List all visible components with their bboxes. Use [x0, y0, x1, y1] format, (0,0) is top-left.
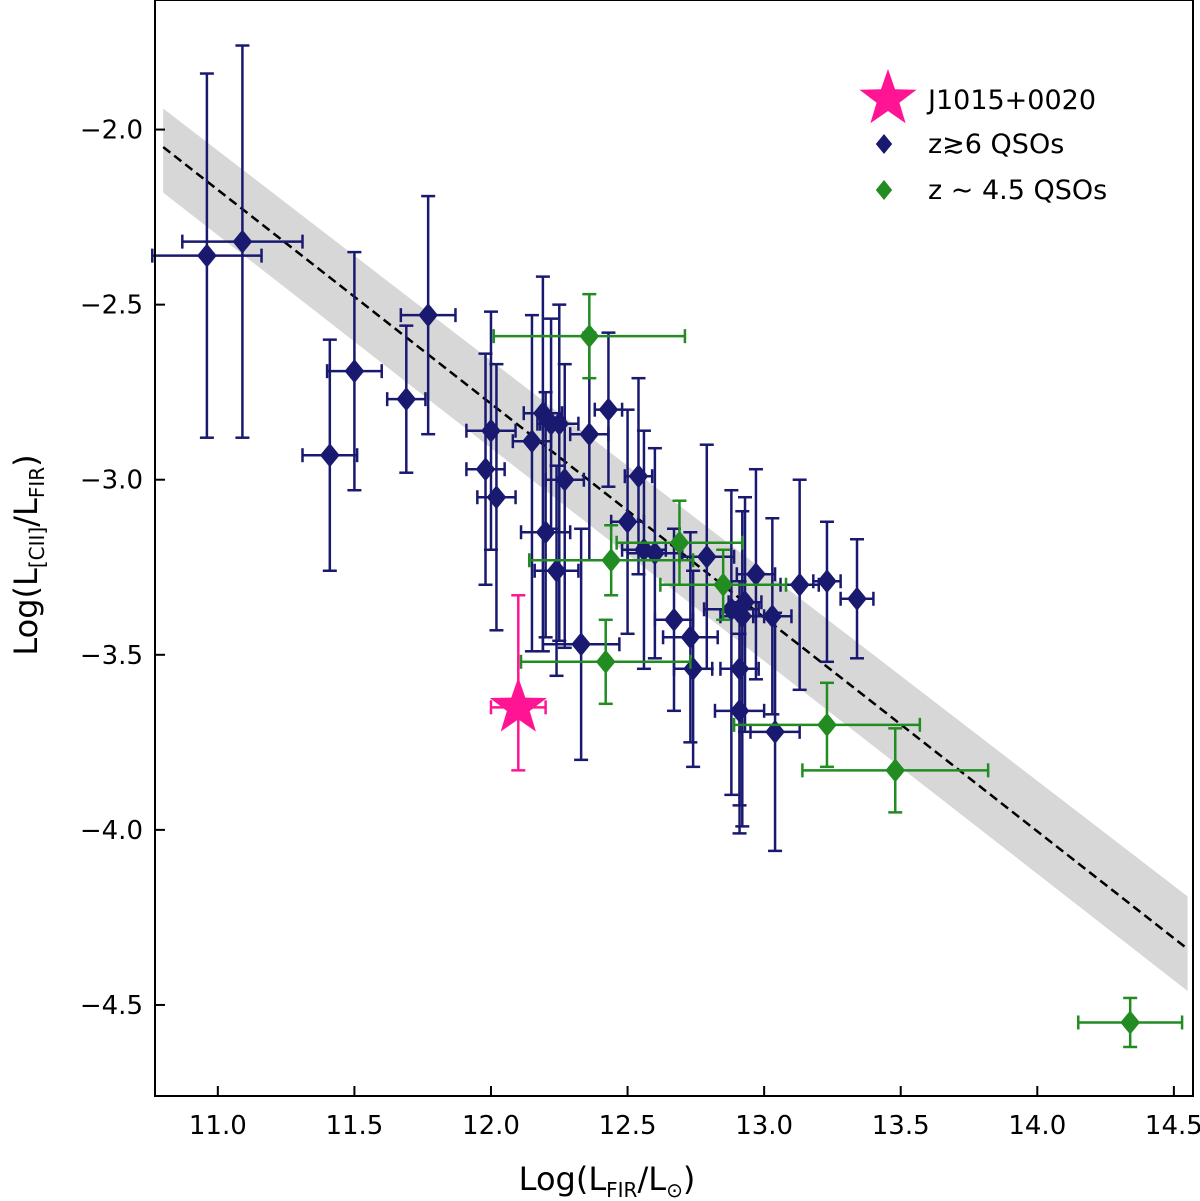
y-tick-label: −4.5	[80, 991, 143, 1021]
diamond-marker	[579, 422, 600, 447]
diamond-marker	[696, 544, 717, 569]
x-tick-label: 11.0	[189, 1111, 247, 1141]
data-point	[519, 390, 572, 639]
data-point	[385, 324, 427, 474]
diamond-marker	[664, 607, 684, 632]
data-points	[151, 44, 1184, 1049]
x-tick-label: 14.5	[1145, 1111, 1200, 1141]
diamond-marker	[735, 590, 755, 615]
diamond-marker	[680, 625, 701, 650]
diamond-marker	[535, 520, 556, 545]
diamond-marker	[522, 429, 542, 454]
legend-label-j1015: J1015+0020	[926, 85, 1096, 116]
data-point	[492, 292, 687, 380]
x-tick-label: 12.5	[599, 1111, 657, 1141]
data-point	[751, 516, 793, 716]
data-point	[544, 362, 586, 650]
plot-area	[151, 44, 1189, 1049]
data-point	[801, 727, 990, 814]
diamond-marker	[549, 411, 570, 436]
diamond-marker	[817, 569, 837, 594]
x-tick-label: 11.5	[325, 1111, 383, 1141]
data-point	[593, 331, 624, 488]
diamond-marker	[595, 649, 616, 674]
diamond-marker	[669, 530, 690, 555]
diamond-marker	[475, 457, 496, 482]
diamond-marker	[617, 509, 638, 534]
diamond-marker	[197, 243, 217, 268]
data-point	[151, 72, 263, 439]
legend: J1015+0020 z≳6 QSOs z ∼ 4.5 QSOs	[859, 69, 1107, 206]
data-point	[1077, 996, 1184, 1049]
diamond-marker	[847, 586, 867, 611]
y-axis-ticks: −2.0 −2.5 −3.0 −3.5 −4.0 −4.5	[80, 116, 165, 1021]
data-point	[779, 478, 821, 692]
data-point	[659, 548, 788, 622]
diamond-marker	[579, 324, 600, 349]
x-axis-title: Log(LFIR/L⊙)	[519, 1160, 696, 1201]
diamond-marker	[418, 303, 438, 328]
y-tick-label: −2.0	[80, 116, 143, 146]
legend-label-z45: z ∼ 4.5 QSOs	[928, 175, 1107, 206]
data-point	[732, 681, 922, 769]
diamond-marker	[486, 485, 507, 510]
y-axis-title: Log(L[CII]/LFIR)	[7, 454, 49, 655]
data-point	[839, 537, 875, 660]
diamond-marker	[554, 467, 575, 492]
diamond-marker	[232, 229, 253, 254]
x-tick-label: 13.0	[735, 1111, 793, 1141]
diamond-marker	[546, 558, 567, 583]
diamond-marker	[319, 443, 340, 468]
diamond-marker	[765, 719, 785, 744]
data-point	[301, 338, 359, 573]
legend-label-z6: z≳6 QSOs	[928, 129, 1064, 160]
data-point	[519, 618, 692, 706]
diamond-marker	[885, 758, 906, 783]
x-axis-ticks: 11.0 11.5 12.0 12.5 13.0 13.5 14.0 14.5	[189, 1086, 1200, 1141]
diamond-marker	[598, 397, 619, 422]
y-tick-label: −4.0	[80, 816, 143, 846]
diamond-marker	[746, 562, 766, 587]
data-point	[465, 310, 517, 552]
data-point	[702, 488, 760, 797]
x-tick-label: 14.0	[1008, 1111, 1066, 1141]
star-marker	[489, 677, 547, 732]
data-point	[181, 44, 304, 439]
y-tick-label: −2.5	[80, 291, 143, 321]
diamond-marker	[601, 548, 622, 573]
diamond-marker	[713, 572, 734, 597]
data-point	[661, 530, 719, 744]
diamond-marker	[1120, 1010, 1141, 1035]
data-point	[527, 523, 695, 597]
diamond-marker	[762, 604, 783, 629]
diamond-marker	[571, 632, 591, 657]
diamond-marker	[789, 572, 810, 597]
legend-diamond-green-marker	[875, 180, 893, 200]
legend-star-marker	[859, 69, 917, 124]
diamond-marker	[817, 712, 837, 737]
x-tick-label: 12.0	[462, 1111, 520, 1141]
data-point	[812, 520, 842, 664]
diamond-marker	[729, 656, 750, 681]
x-tick-label: 13.5	[872, 1111, 930, 1141]
y-tick-label: −3.5	[80, 641, 143, 671]
diamond-marker	[396, 387, 417, 412]
data-point	[476, 362, 517, 632]
data-point	[325, 250, 383, 492]
legend-diamond-blue-marker	[875, 134, 893, 154]
data-point	[489, 594, 547, 772]
plot-frame	[154, 0, 1194, 1097]
data-point	[399, 194, 457, 436]
diamond-marker	[721, 597, 742, 622]
diamond-marker	[344, 359, 365, 384]
data-point	[735, 467, 777, 681]
y-tick-label: −3.0	[80, 466, 143, 496]
